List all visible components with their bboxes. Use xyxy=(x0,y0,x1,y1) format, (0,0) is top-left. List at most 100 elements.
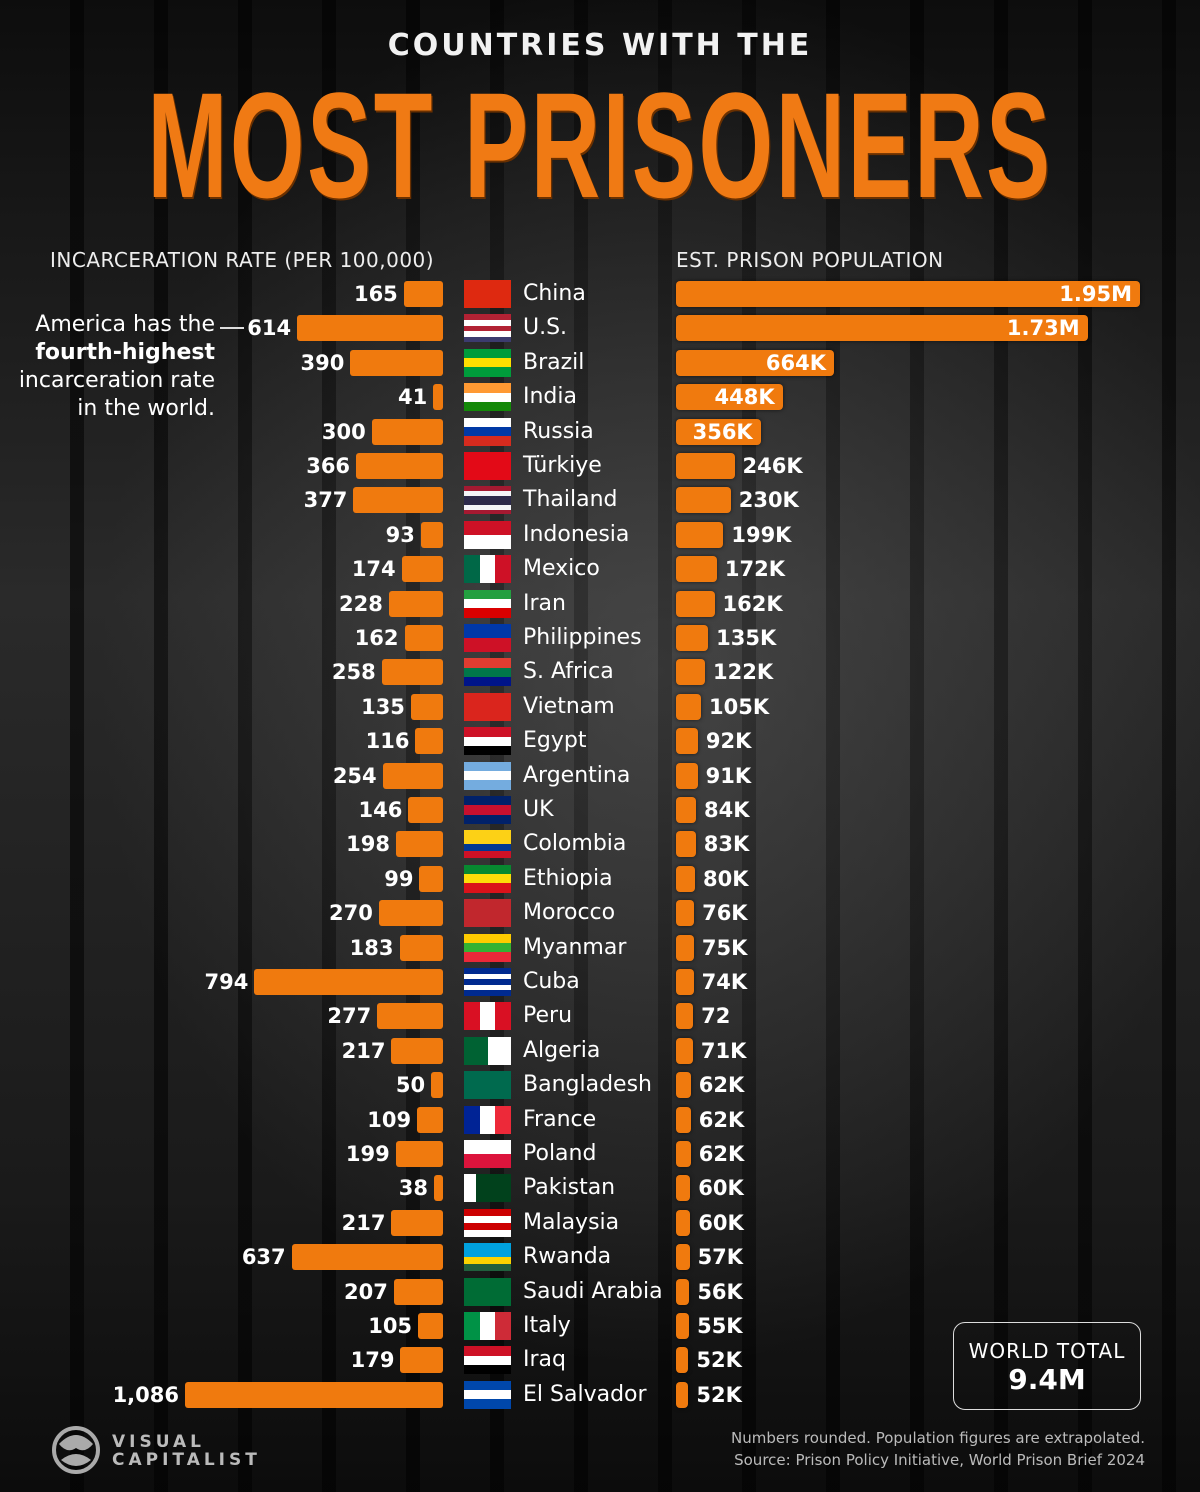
flag-stripe xyxy=(464,392,511,402)
rate-label: 254 xyxy=(332,763,377,788)
rate-bar xyxy=(388,590,443,617)
annotation-text: incarceration rate in the world. xyxy=(18,368,215,421)
flag-stripe xyxy=(464,314,511,320)
flag-icon xyxy=(464,624,511,652)
country-label: Italy xyxy=(523,1313,571,1338)
us-annotation: America has the fourth-highest incarcera… xyxy=(10,311,215,423)
title-kicker: COUNTRIES WITH THE xyxy=(387,28,813,63)
flag-stripe xyxy=(464,589,511,599)
brand-line-2: CAPITALIST xyxy=(112,1450,261,1470)
flag-stripe xyxy=(464,837,511,845)
population-label: 74K xyxy=(701,970,748,994)
flag-stripe xyxy=(464,979,511,985)
page-title: MOST PRISONERS xyxy=(147,61,1053,229)
brand-line-1: VISUAL xyxy=(112,1432,205,1452)
flag-stripe xyxy=(464,1346,511,1356)
flag-stripe xyxy=(464,336,511,343)
world-total-label: WORLD TOTAL xyxy=(968,1339,1126,1363)
rate-label: 174 xyxy=(351,557,396,582)
footnote: Numbers rounded. Population figures are … xyxy=(731,1429,1145,1447)
rate-label: 614 xyxy=(247,316,292,341)
flag-icon xyxy=(464,1071,511,1100)
flag-stripe xyxy=(464,426,511,437)
country-label: Peru xyxy=(523,1003,573,1029)
population-bar xyxy=(676,865,696,892)
flag-stripe xyxy=(464,770,511,781)
population-bar xyxy=(676,1141,691,1167)
flag-stripe xyxy=(464,973,511,980)
flag-stripe xyxy=(464,495,511,501)
population-bar xyxy=(676,1381,689,1408)
rate-label: 99 xyxy=(384,866,414,891)
country-label: U.S. xyxy=(523,315,568,341)
brand-name: VISUAL CAPITALIST xyxy=(112,1433,261,1469)
flag-stripe xyxy=(464,1140,511,1154)
population-label: 162K xyxy=(722,591,783,616)
flag-stripe xyxy=(487,1174,500,1203)
population-label: 60K xyxy=(698,1176,744,1201)
rate-column-title: INCARCERATION RATE (PER 100,000) xyxy=(50,248,435,272)
population-bar xyxy=(676,418,761,445)
country-label: Cuba xyxy=(523,969,580,994)
rate-bar xyxy=(297,315,443,342)
population-label: 84K xyxy=(703,798,750,822)
flag-stripe xyxy=(464,1365,511,1375)
rate-label: 179 xyxy=(350,1348,395,1373)
population-label: 83K xyxy=(703,832,750,857)
flag-icon xyxy=(464,486,511,515)
flag-stripe xyxy=(464,990,511,996)
flag-icon xyxy=(464,1208,511,1237)
annotation-text: America has the xyxy=(35,312,215,337)
flag-stripe xyxy=(464,814,511,824)
population-label: 71K xyxy=(700,1038,747,1063)
population-label: 172K xyxy=(724,557,786,582)
flag-stripe xyxy=(479,1312,496,1340)
population-bar xyxy=(676,831,696,858)
flag-icon xyxy=(464,1002,511,1031)
flag-stripe xyxy=(464,745,511,756)
flag-icon xyxy=(464,1312,511,1340)
population-bar xyxy=(676,1037,693,1064)
flag-stripe xyxy=(495,1312,511,1340)
flag-stripe xyxy=(464,401,511,412)
population-label: 122K xyxy=(713,660,774,685)
flag-stripe xyxy=(464,1154,511,1168)
flag-stripe xyxy=(464,383,511,393)
rate-bar xyxy=(410,693,443,720)
rate-bar xyxy=(403,281,443,307)
population-label: 448K xyxy=(714,385,775,410)
population-label: 62K xyxy=(698,1107,745,1132)
flag-icon xyxy=(464,280,511,308)
world-total-value: 9.4M xyxy=(1008,1363,1086,1396)
rate-bar xyxy=(185,1381,443,1408)
rate-bar xyxy=(393,1278,443,1305)
population-bar xyxy=(676,315,1088,342)
flag-stripe xyxy=(464,1390,511,1400)
rate-bar xyxy=(404,625,443,651)
flag-stripe xyxy=(464,968,511,974)
flag-stripe xyxy=(475,1174,488,1203)
flag-stripe xyxy=(464,1312,480,1340)
flag-icon xyxy=(464,1243,511,1272)
rate-bar xyxy=(353,487,443,514)
country-label: Algeria xyxy=(523,1037,601,1063)
flag-stripe xyxy=(464,1250,511,1258)
flag-stripe xyxy=(464,325,511,332)
flag-stripe xyxy=(464,452,511,480)
rate-label: 116 xyxy=(365,729,410,754)
flag-icon xyxy=(464,383,511,412)
rate-bar xyxy=(431,1072,443,1099)
flag-icon xyxy=(464,1036,511,1065)
flag-stripe xyxy=(464,598,511,609)
population-bar xyxy=(676,797,696,823)
country-label: Philippines xyxy=(523,625,642,650)
country-label: Indonesia xyxy=(523,521,630,547)
country-label: Ethiopia xyxy=(523,865,613,891)
population-bar xyxy=(676,762,698,789)
rate-label: 300 xyxy=(321,419,366,444)
population-bar xyxy=(676,900,695,927)
flag-stripe xyxy=(464,505,511,510)
population-label: 52K xyxy=(696,1382,742,1407)
rate-bar xyxy=(395,831,443,858)
rate-bar xyxy=(417,1106,443,1133)
